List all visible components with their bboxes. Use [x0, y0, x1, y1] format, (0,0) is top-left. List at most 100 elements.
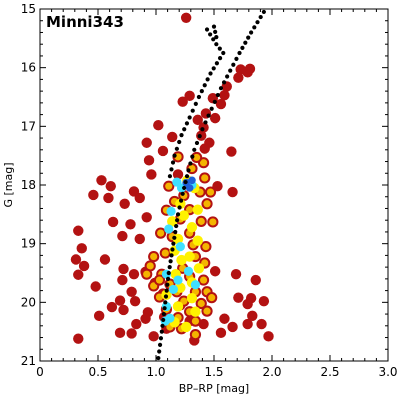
isochrone-point [221, 80, 227, 85]
member-star-point [209, 218, 217, 226]
member-star-point [143, 270, 151, 278]
density-layer [141, 151, 219, 341]
isochrone-point [179, 133, 184, 138]
member-star-point [180, 297, 188, 305]
isochrone-point [157, 349, 162, 354]
isochrone-point [203, 120, 208, 125]
y-tick-label: 19 [21, 237, 36, 251]
isochrone-point [237, 50, 242, 56]
isochrone-point [183, 179, 188, 185]
member-star-point [186, 206, 194, 214]
isochrone-point [214, 42, 219, 47]
field-star-point [141, 137, 152, 148]
isochrone-point [161, 311, 166, 317]
field-star-point [245, 293, 257, 304]
field-star-point [126, 286, 137, 297]
isochrone-point [204, 27, 210, 32]
isochrone-point [190, 154, 195, 159]
field-star-point [76, 243, 87, 254]
isochrone-point [170, 247, 175, 252]
isochrone-point [174, 223, 179, 229]
x-tick-label: 0.5 [88, 365, 107, 379]
y-tick-label: 15 [21, 2, 36, 16]
isochrone-point [182, 127, 187, 132]
isochrone-point [258, 14, 263, 20]
field-star-point [105, 180, 116, 192]
field-star-point [106, 301, 118, 313]
isochrone-point [231, 62, 236, 67]
isochrone-point [246, 35, 251, 40]
isochrone-point [221, 50, 226, 56]
field-star-point [134, 233, 145, 245]
isochrone-point [209, 106, 214, 111]
isochrone-point [192, 147, 197, 152]
isochrone-point [243, 40, 248, 45]
isochrone-point [199, 89, 204, 94]
isochrone-point [190, 108, 195, 113]
field-star-point [93, 310, 105, 322]
member-star-dense-point [180, 321, 192, 333]
member-star-point [165, 182, 173, 190]
member-star-core-point [173, 275, 183, 285]
member-star-point [201, 174, 209, 182]
isochrone-point [177, 205, 182, 210]
member-star-point [208, 294, 216, 302]
isochrone-point [211, 66, 216, 71]
field-star-point [230, 268, 242, 280]
isochrone-point [163, 300, 168, 305]
field-star-point [226, 146, 237, 157]
isochrone-point [214, 35, 219, 40]
isochrone-point [249, 30, 254, 35]
field-star-point [215, 98, 227, 110]
isochrone-point [206, 113, 211, 118]
member-star-point [197, 299, 205, 308]
x-tick-label: 2.0 [262, 365, 281, 379]
isochrone-point [196, 94, 202, 100]
isochrone-point [186, 168, 191, 173]
isochrone-point [225, 74, 230, 79]
field-star-point [70, 254, 82, 265]
member-star-core-point [164, 224, 174, 234]
member-star-point [197, 217, 205, 225]
isochrone-point [169, 167, 174, 172]
field-star-point [233, 292, 244, 303]
field-star-point [227, 321, 238, 333]
isochrone-point [160, 323, 165, 328]
isochrone-point [173, 229, 178, 235]
field-star-point [73, 333, 84, 344]
field-star-point [131, 318, 142, 330]
isochrone-point [228, 68, 233, 73]
isochrone-point [188, 161, 193, 166]
field-star-point [114, 327, 126, 339]
isochrone-point [217, 46, 222, 51]
field-star-point [247, 310, 258, 322]
axes-layer: 0 0.5 1.0 1.5 2.0 2.5 3.0 15 16 17 18 19 20 21 [21, 2, 398, 379]
isochrone-point [169, 253, 174, 258]
isochrone-point [205, 77, 210, 82]
isochrone-point [211, 37, 216, 42]
field-star-point [157, 145, 169, 157]
isochrone-point [167, 265, 172, 270]
x-axis-label: BP–RP [mag] [179, 382, 249, 395]
field-star-point [233, 72, 244, 83]
field-star-point [117, 230, 128, 242]
field-star-point [184, 90, 195, 102]
y-tick-label: 16 [21, 61, 36, 75]
member-star-core-point [168, 284, 178, 295]
isochrone-point [163, 294, 169, 299]
isochrone-point [180, 191, 185, 196]
member-star-dense-point [190, 306, 201, 317]
field-star-point [153, 119, 164, 131]
member-star-point [203, 200, 211, 208]
field-star-point [107, 216, 119, 228]
isochrone-point [261, 9, 266, 15]
isochrone-point [164, 288, 169, 293]
field-star-point [117, 274, 128, 286]
field-star-point [143, 155, 155, 166]
y-axis-label: G [mag] [2, 162, 15, 207]
isochrone-point [212, 99, 217, 104]
member-star-point [199, 159, 208, 167]
member-star-core-point [175, 242, 185, 252]
isochrone-point [218, 86, 224, 91]
isochrone-point [172, 153, 177, 158]
